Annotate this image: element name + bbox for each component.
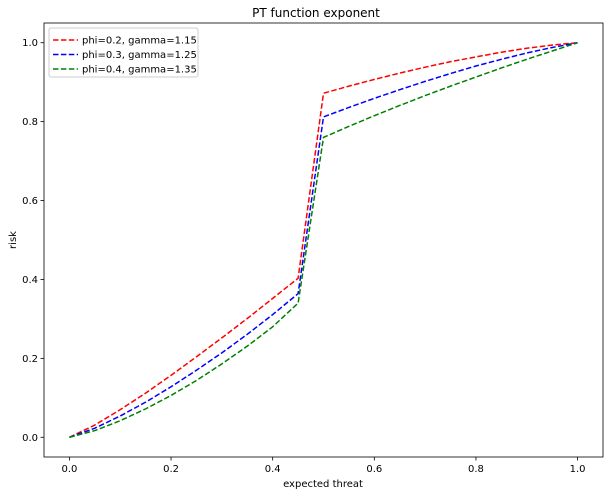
legend: phi=0.2, gamma=1.15 phi=0.3, gamma=1.25 ph… bbox=[48, 27, 199, 78]
legend-box bbox=[48, 27, 199, 78]
y-tick-label: 1.0 bbox=[22, 38, 38, 49]
x-tick-label: 0.2 bbox=[163, 464, 179, 475]
ticks-layer: 0.0 0.2 0.4 0.6 0.8 1.0 0.0 0.2 0.4 0.6 0.8 1.0 bbox=[22, 38, 585, 475]
series-line-1 bbox=[69, 41, 578, 438]
plot-frame bbox=[43, 22, 604, 458]
y-tick-label: 0.2 bbox=[22, 354, 38, 365]
x-tick-label: 0.6 bbox=[366, 464, 382, 475]
series-line-3 bbox=[69, 42, 578, 438]
y-tick-label: 0.8 bbox=[22, 117, 38, 128]
y-tick-label: 0.6 bbox=[22, 196, 38, 207]
y-axis-label: risk bbox=[8, 231, 19, 249]
y-tick-label: 0.4 bbox=[22, 275, 38, 286]
legend-label-2: phi=0.3, gamma=1.25 bbox=[82, 50, 197, 61]
x-tick-label: 1.0 bbox=[570, 464, 586, 475]
legend-label-1: phi=0.2, gamma=1.15 bbox=[82, 36, 197, 47]
x-axis-label: expected threat bbox=[283, 479, 363, 490]
x-tick-label: 0.4 bbox=[265, 464, 281, 475]
x-tick-label: 0.8 bbox=[468, 464, 484, 475]
series-line-2 bbox=[69, 41, 578, 438]
legend-label-3: phi=0.4, gamma=1.35 bbox=[82, 65, 197, 76]
series-layer bbox=[69, 41, 578, 438]
chart-title: PT function exponent bbox=[252, 6, 380, 20]
y-tick-label: 0.0 bbox=[22, 433, 38, 444]
x-tick-label: 0.0 bbox=[61, 464, 77, 475]
